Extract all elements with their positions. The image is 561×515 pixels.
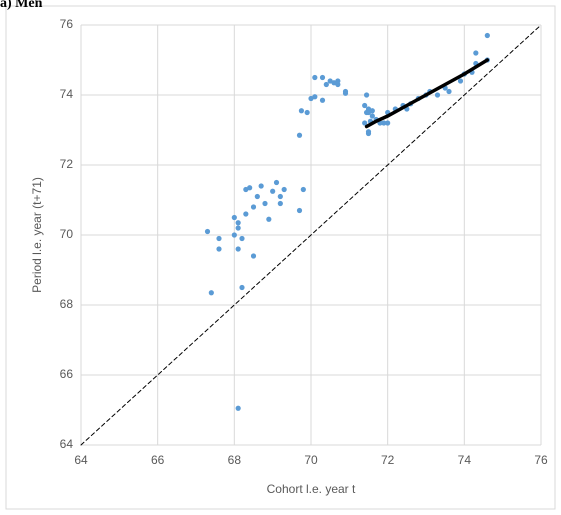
point (300, 186, 306, 193)
x-tick-label: 76 (534, 453, 548, 467)
point (312, 74, 318, 81)
trend-line (364, 58, 490, 129)
x-tick-label: 68 (228, 453, 242, 467)
y-tick-label: 76 (60, 17, 74, 31)
point (239, 235, 245, 242)
point (446, 88, 452, 95)
point (304, 109, 310, 116)
point (231, 214, 237, 221)
point (362, 102, 368, 109)
point (254, 193, 260, 200)
point (473, 50, 479, 56)
point (235, 405, 241, 411)
point (235, 220, 241, 226)
y-axis-label: Period l.e. year (t+71) (30, 177, 44, 293)
point (319, 97, 326, 103)
point (434, 92, 441, 98)
point (323, 81, 329, 88)
y-tick-label: 66 (60, 367, 74, 381)
point (235, 225, 241, 231)
point (281, 186, 287, 193)
point (369, 108, 375, 114)
point (266, 216, 272, 222)
point (335, 78, 341, 84)
point (262, 200, 268, 207)
point (258, 183, 264, 189)
chart-title: a) Men (0, 0, 43, 11)
point (298, 108, 305, 114)
point (250, 253, 257, 259)
point (270, 188, 276, 194)
x-axis-label: Cohort l.e. year t (267, 482, 356, 496)
x-tick-label: 72 (381, 453, 395, 467)
y-tick-label: 68 (60, 297, 74, 311)
point (385, 120, 391, 126)
point (369, 113, 375, 119)
point (312, 94, 318, 100)
point (216, 246, 222, 252)
point (365, 129, 372, 135)
point (363, 92, 370, 98)
point (243, 211, 249, 217)
y-tick-label: 74 (60, 87, 74, 101)
chart-frame (5, 5, 556, 510)
point (216, 235, 222, 242)
point (277, 200, 283, 207)
point (277, 193, 283, 200)
y-tick-label: 64 (60, 437, 74, 451)
point (235, 246, 241, 252)
point (231, 232, 237, 238)
point (342, 88, 349, 95)
point (204, 228, 211, 235)
x-tick-label: 74 (458, 453, 472, 467)
point (208, 290, 214, 296)
x-tick-label: 64 (74, 453, 88, 467)
point (484, 32, 490, 39)
point (239, 284, 245, 291)
point (296, 132, 303, 138)
point (273, 179, 280, 186)
y-tick-label: 72 (60, 157, 74, 171)
point (247, 185, 253, 191)
point (381, 120, 387, 126)
point (457, 78, 464, 84)
point (362, 120, 368, 126)
reference-line (80, 24, 542, 446)
x-tick-label: 66 (151, 453, 165, 467)
point (296, 207, 303, 214)
point (319, 74, 326, 81)
point (250, 204, 257, 210)
y-tick-label: 70 (60, 227, 74, 241)
x-tick-label: 70 (304, 453, 318, 467)
